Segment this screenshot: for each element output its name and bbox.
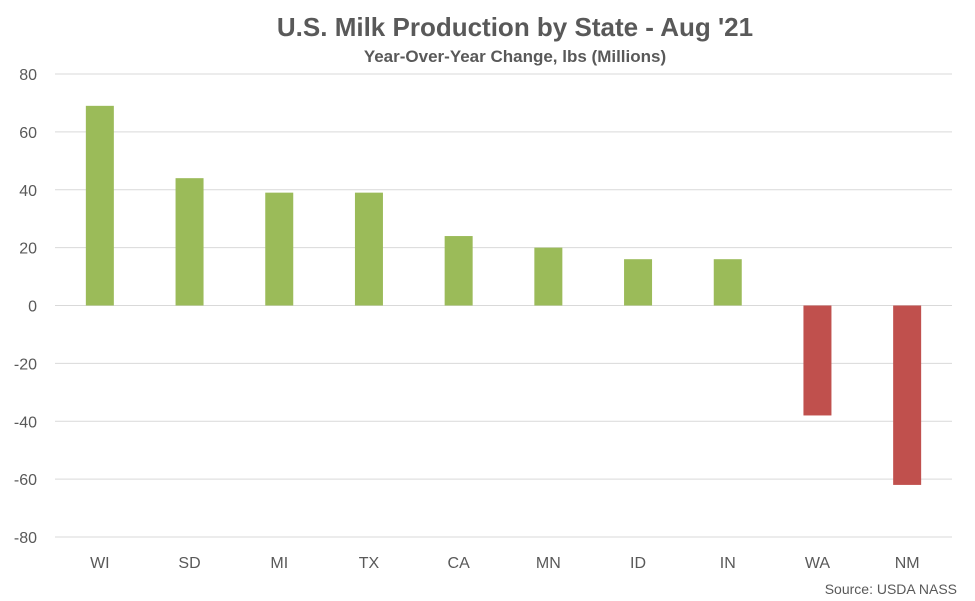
x-tick-label: IN [720, 555, 736, 572]
bar-sd [175, 178, 204, 306]
x-axis-ticks: WI SD MI TX CA MN ID IN WA NM [90, 555, 920, 572]
x-tick-label: ID [630, 555, 646, 572]
x-tick-label: MI [270, 555, 288, 572]
y-tick-label: 40 [19, 183, 37, 200]
bars [85, 105, 922, 485]
y-tick-label: -40 [14, 414, 37, 431]
y-tick-label: -20 [14, 356, 37, 373]
y-tick-label: -60 [14, 472, 37, 489]
bar-tx [354, 192, 383, 306]
y-tick-label: -80 [14, 530, 37, 547]
bar-id [624, 259, 653, 306]
y-tick-label: 60 [19, 125, 37, 142]
x-tick-label: SD [178, 555, 200, 572]
x-tick-label: TX [359, 555, 380, 572]
gridlines [55, 73, 952, 538]
bar-wi [85, 105, 114, 306]
x-tick-label: MN [536, 555, 561, 572]
source-note: Source: USDA NASS [824, 581, 957, 597]
chart-subtitle: Year-Over-Year Change, lbs (Millions) [363, 47, 667, 66]
x-tick-label: CA [448, 555, 471, 572]
bar-wa [803, 305, 832, 416]
bar-mn [534, 247, 563, 306]
y-axis-ticks: 80 60 40 20 0 -20 -40 -60 -80 [14, 67, 37, 547]
bar-ca [444, 236, 473, 306]
x-tick-label: WA [805, 555, 831, 572]
y-tick-label: 20 [19, 241, 37, 258]
bar-in [713, 259, 742, 306]
y-tick-label: 0 [28, 299, 37, 316]
chart-title: U.S. Milk Production by State - Aug '21 [276, 12, 754, 42]
x-tick-label: WI [90, 555, 110, 572]
bar-nm [893, 305, 922, 485]
y-tick-label: 80 [19, 67, 37, 84]
bar-mi [265, 192, 294, 306]
x-tick-label: NM [895, 555, 920, 572]
